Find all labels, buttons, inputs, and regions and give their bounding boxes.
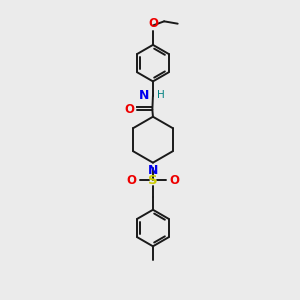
Text: O: O <box>148 17 158 30</box>
Text: N: N <box>148 164 158 176</box>
Text: N: N <box>139 89 149 102</box>
Text: S: S <box>148 174 158 187</box>
Text: H: H <box>157 90 164 100</box>
Text: O: O <box>127 174 136 187</box>
Text: O: O <box>125 103 135 116</box>
Text: O: O <box>169 174 179 187</box>
